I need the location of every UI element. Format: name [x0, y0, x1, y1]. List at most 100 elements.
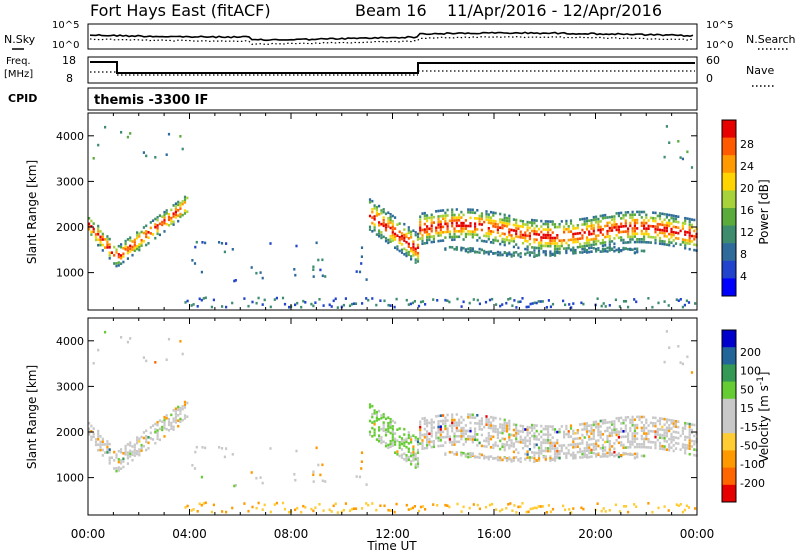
echo-cell: [484, 300, 488, 304]
echo-cell: [455, 413, 458, 416]
echo-cell: [688, 433, 691, 437]
echo-cell: [167, 224, 171, 227]
echo-cell: [665, 431, 668, 435]
echo-cell: [597, 444, 600, 448]
echo-cell: [448, 440, 451, 444]
echo-cell: [585, 236, 589, 239]
echo-cell: [124, 248, 127, 251]
echo-cell: [524, 458, 527, 461]
echo-cell: [448, 424, 451, 428]
echo-cell: [419, 431, 422, 434]
echo-cell: [480, 444, 483, 448]
echo-cell: [373, 431, 376, 434]
echo-cell: [643, 415, 646, 419]
colorbar-segment: [722, 433, 736, 451]
echo-cell: [480, 417, 483, 420]
echo-cell: [421, 441, 424, 445]
echo-cell: [519, 505, 522, 508]
echo-cell: [165, 427, 168, 431]
echo-cell: [407, 253, 410, 257]
echo-cell: [531, 224, 534, 227]
echo-cell: [389, 304, 392, 307]
echo-cell: [654, 241, 657, 245]
echo-cell: [496, 228, 499, 232]
echo-cell: [656, 225, 659, 229]
echo-cell: [474, 416, 477, 420]
echo-cell: [108, 246, 111, 249]
echo-cell: [614, 503, 617, 507]
echo-cell: [613, 447, 616, 451]
echo-cell: [483, 439, 486, 443]
echo-cell: [684, 449, 687, 452]
echo-cell: [535, 230, 538, 233]
echo-cell: [360, 467, 363, 470]
cpid-label: CPID: [8, 92, 37, 105]
echo-cell: [133, 454, 136, 457]
echo-cell: [592, 420, 595, 424]
echo-cell: [640, 249, 643, 253]
echo-cell: [156, 421, 159, 424]
x-tick-label: 12:00: [375, 527, 410, 541]
echo-cell: [505, 443, 509, 447]
echo-cell: [533, 238, 536, 241]
echo-cell: [154, 217, 157, 221]
echo-cell: [693, 448, 696, 451]
echo-cell: [419, 428, 422, 432]
echo-cell: [601, 455, 604, 458]
echo-cell: [391, 430, 394, 434]
echo-cell: [540, 244, 543, 247]
echo-cell: [423, 422, 426, 425]
echo-cell: [458, 224, 461, 228]
echo-cell: [198, 297, 201, 301]
echo-cell: [474, 432, 477, 436]
echo-cell: [558, 251, 561, 255]
echo-cell: [133, 249, 136, 252]
echo-cell: [693, 218, 696, 222]
echo-cell: [99, 235, 102, 239]
echo-cell: [595, 242, 598, 246]
echo-cell: [547, 228, 550, 231]
echo-cell: [342, 303, 345, 307]
echo-cell: [633, 213, 636, 216]
echo-cell: [547, 220, 550, 223]
echo-cell: [403, 236, 406, 240]
echo-cell: [617, 236, 620, 240]
echo-cell: [300, 510, 303, 514]
echo-cell: [423, 447, 426, 450]
echo-cell: [405, 240, 408, 244]
echo-cell: [368, 214, 372, 218]
echo-cell: [617, 430, 620, 434]
echo-cell: [624, 424, 627, 427]
echo-cell: [442, 436, 445, 439]
echo-cell: [394, 232, 397, 236]
echo-cell: [661, 239, 664, 243]
echo-cell: [414, 455, 417, 458]
echo-cell: [165, 222, 168, 226]
echo-cell: [668, 448, 671, 452]
echo-cell: [487, 437, 490, 440]
echo-cell: [147, 242, 150, 245]
echo-cell: [645, 446, 648, 449]
echo-cell: [643, 224, 646, 227]
echo-cell: [183, 212, 187, 215]
echo-cell: [439, 414, 442, 417]
echo-cell: [257, 296, 260, 300]
echo-cell: [124, 444, 127, 448]
echo-cell: [615, 433, 618, 437]
echo-cell: [553, 247, 557, 251]
echo-cell: [378, 426, 381, 429]
echo-cell: [645, 432, 648, 435]
echo-cell: [471, 211, 474, 214]
echo-cell: [542, 222, 545, 226]
echo-cell: [492, 225, 495, 228]
echo-cell: [503, 418, 506, 422]
echo-cell: [492, 238, 495, 242]
echo-cell: [549, 239, 552, 242]
echo-cell: [629, 426, 632, 430]
echo-cell: [517, 505, 520, 509]
echo-cell: [667, 304, 670, 307]
echo-cell: [489, 219, 493, 222]
echo-cell: [204, 296, 207, 300]
echo-cell: [181, 418, 184, 422]
echo-cell: [421, 447, 424, 450]
